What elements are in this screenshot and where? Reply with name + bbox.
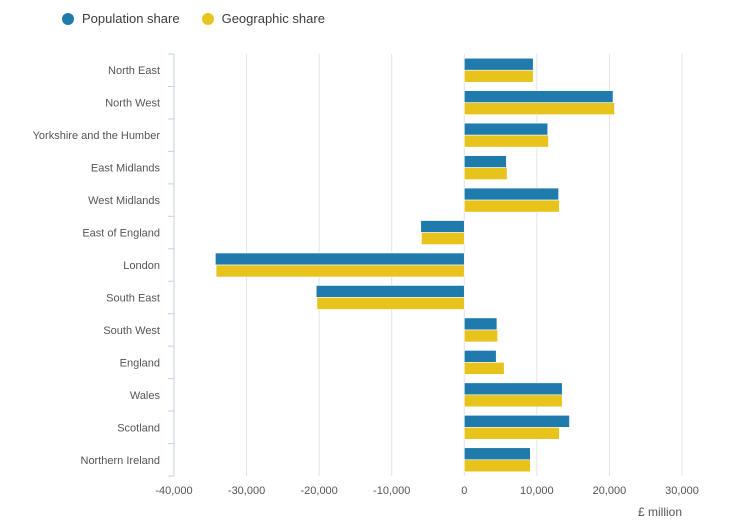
bar-population-share-0 xyxy=(463,57,534,71)
x-tick-label-1: -30,000 xyxy=(228,485,265,497)
bar-population-share-12 xyxy=(463,447,531,461)
x-tick-label-0: -40,000 xyxy=(155,485,192,497)
category-label-0: North East xyxy=(108,65,160,77)
bar-geographic-share-1 xyxy=(463,102,615,115)
bar-geographic-share-12 xyxy=(463,459,531,473)
category-label-2: Yorkshire and the Humber xyxy=(33,130,161,142)
category-label-5: East of England xyxy=(82,228,160,240)
x-tick-label-6: 20,000 xyxy=(593,485,627,497)
bar-population-share-1 xyxy=(463,90,614,103)
bar-population-share-10 xyxy=(463,382,563,396)
bar-population-share-3 xyxy=(463,155,507,168)
x-tick-label-5: 10,000 xyxy=(520,485,554,497)
category-label-11: Scotland xyxy=(117,422,160,434)
bar-population-share-4 xyxy=(463,187,559,201)
x-axis-label: £ million xyxy=(638,505,682,519)
x-tick-label-4: 0 xyxy=(461,485,467,497)
bar-population-share-7 xyxy=(315,285,465,298)
category-label-10: Wales xyxy=(130,390,161,402)
category-label-7: South East xyxy=(106,292,160,304)
category-label-4: West Midlands xyxy=(88,195,160,207)
category-label-6: London xyxy=(123,260,160,272)
bar-geographic-share-4 xyxy=(463,199,560,213)
legend-label-geographic-share: Geographic share xyxy=(221,11,325,26)
bar-geographic-share-9 xyxy=(463,362,505,375)
bar-population-share-8 xyxy=(463,317,498,331)
bar-population-share-11 xyxy=(463,415,570,428)
bar-population-share-6 xyxy=(215,252,465,266)
category-label-8: South West xyxy=(103,325,160,337)
bar-geographic-share-11 xyxy=(463,427,560,440)
bar-geographic-share-10 xyxy=(463,394,563,408)
legend-label-population-share: Population share xyxy=(82,11,180,26)
x-tick-label-7: 30,000 xyxy=(665,485,699,497)
category-label-1: North West xyxy=(105,98,160,110)
bar-population-share-2 xyxy=(463,122,549,136)
bar-population-share-5 xyxy=(420,220,465,233)
bar-geographic-share-6 xyxy=(215,264,465,278)
bar-geographic-share-7 xyxy=(316,297,465,310)
legend: Population share Geographic share xyxy=(62,11,325,26)
category-label-9: England xyxy=(120,357,160,369)
bar-geographic-share-0 xyxy=(463,69,534,83)
bar-geographic-share-2 xyxy=(463,134,549,148)
bar-geographic-share-5 xyxy=(421,232,465,245)
legend-marker-geographic-share xyxy=(201,12,214,25)
x-tick-label-3: -10,000 xyxy=(373,485,410,497)
x-tick-label-2: -20,000 xyxy=(300,485,337,497)
legend-item-geographic-share[interactable]: Geographic share xyxy=(201,11,325,26)
bar-population-share-9 xyxy=(463,350,497,363)
legend-marker-population-share xyxy=(62,12,74,25)
category-label-3: East Midlands xyxy=(91,163,161,175)
bar-geographic-share-8 xyxy=(463,329,498,343)
bar-geographic-share-3 xyxy=(463,167,508,180)
category-label-12: Northern Ireland xyxy=(81,455,161,467)
legend-item-population-share[interactable]: Population share xyxy=(62,11,180,26)
